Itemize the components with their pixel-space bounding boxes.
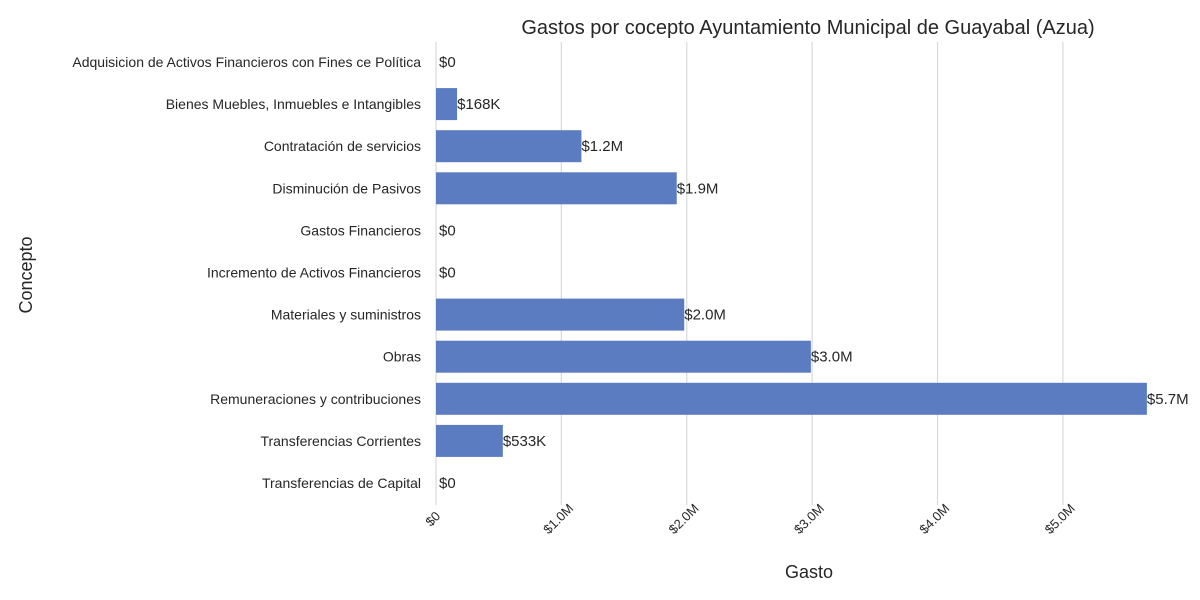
category-label: Materiales y suministros: [271, 307, 421, 323]
data-label: $0: [439, 265, 456, 282]
x-tick-label: $1.0M: [540, 501, 576, 537]
data-label: $168K: [457, 96, 500, 113]
bar: [436, 340, 811, 373]
category-label: Bienes Muebles, Inmuebles e Intangibles: [166, 96, 421, 112]
x-tick-label: $4.0M: [916, 501, 952, 537]
bar: [436, 88, 458, 121]
data-label: $3.0M: [811, 349, 853, 366]
category-label: Transferencias de Capital: [262, 475, 421, 491]
bar: [436, 130, 582, 163]
category-label: Incremento de Activos Financieros: [207, 265, 421, 281]
category-label: Transferencias Corrientes: [260, 433, 421, 449]
category-label: Obras: [383, 349, 421, 365]
data-label: $1.2M: [581, 138, 623, 155]
category-label: Remuneraciones y contribuciones: [210, 391, 421, 407]
data-label: $5.7M: [1147, 391, 1189, 408]
x-tick-label: $3.0M: [791, 501, 827, 537]
x-axis-label: Gasto: [785, 562, 833, 582]
data-label: $533K: [503, 433, 546, 450]
x-tick-labels-group: $0 $1.0M $2.0M $3.0M $4.0M $5.0M: [422, 501, 1077, 537]
category-label: Gastos Financieros: [300, 222, 421, 238]
data-label: $0: [439, 475, 456, 492]
category-labels-group: Adquisicion de Activos Financieros con F…: [72, 54, 421, 491]
x-tick-label: $5.0M: [1042, 501, 1078, 537]
bar: [436, 298, 685, 331]
bar: [436, 424, 503, 457]
data-label: $0: [439, 54, 456, 71]
bar: [436, 382, 1147, 415]
x-tick-label: $2.0M: [665, 501, 701, 537]
data-label: $2.0M: [684, 307, 726, 324]
category-label: Disminución de Pasivos: [272, 180, 421, 196]
y-axis-label: Concepto: [16, 236, 36, 313]
bar: [436, 172, 677, 205]
data-label: $1.9M: [677, 180, 719, 197]
data-labels-group: $0 $168K $1.2M $1.9M $0 $0 $2.0M $3.0M $5.7M $533…: [439, 54, 1189, 492]
category-label: Contratación de servicios: [264, 138, 421, 154]
chart-title: Gastos por cocepto Ayuntamiento Municipa…: [521, 17, 1094, 39]
data-label: $0: [439, 222, 456, 239]
x-tick-label: $0: [422, 508, 443, 529]
bars-group: [436, 88, 1147, 457]
category-label: Adquisicion de Activos Financieros con F…: [72, 54, 421, 70]
